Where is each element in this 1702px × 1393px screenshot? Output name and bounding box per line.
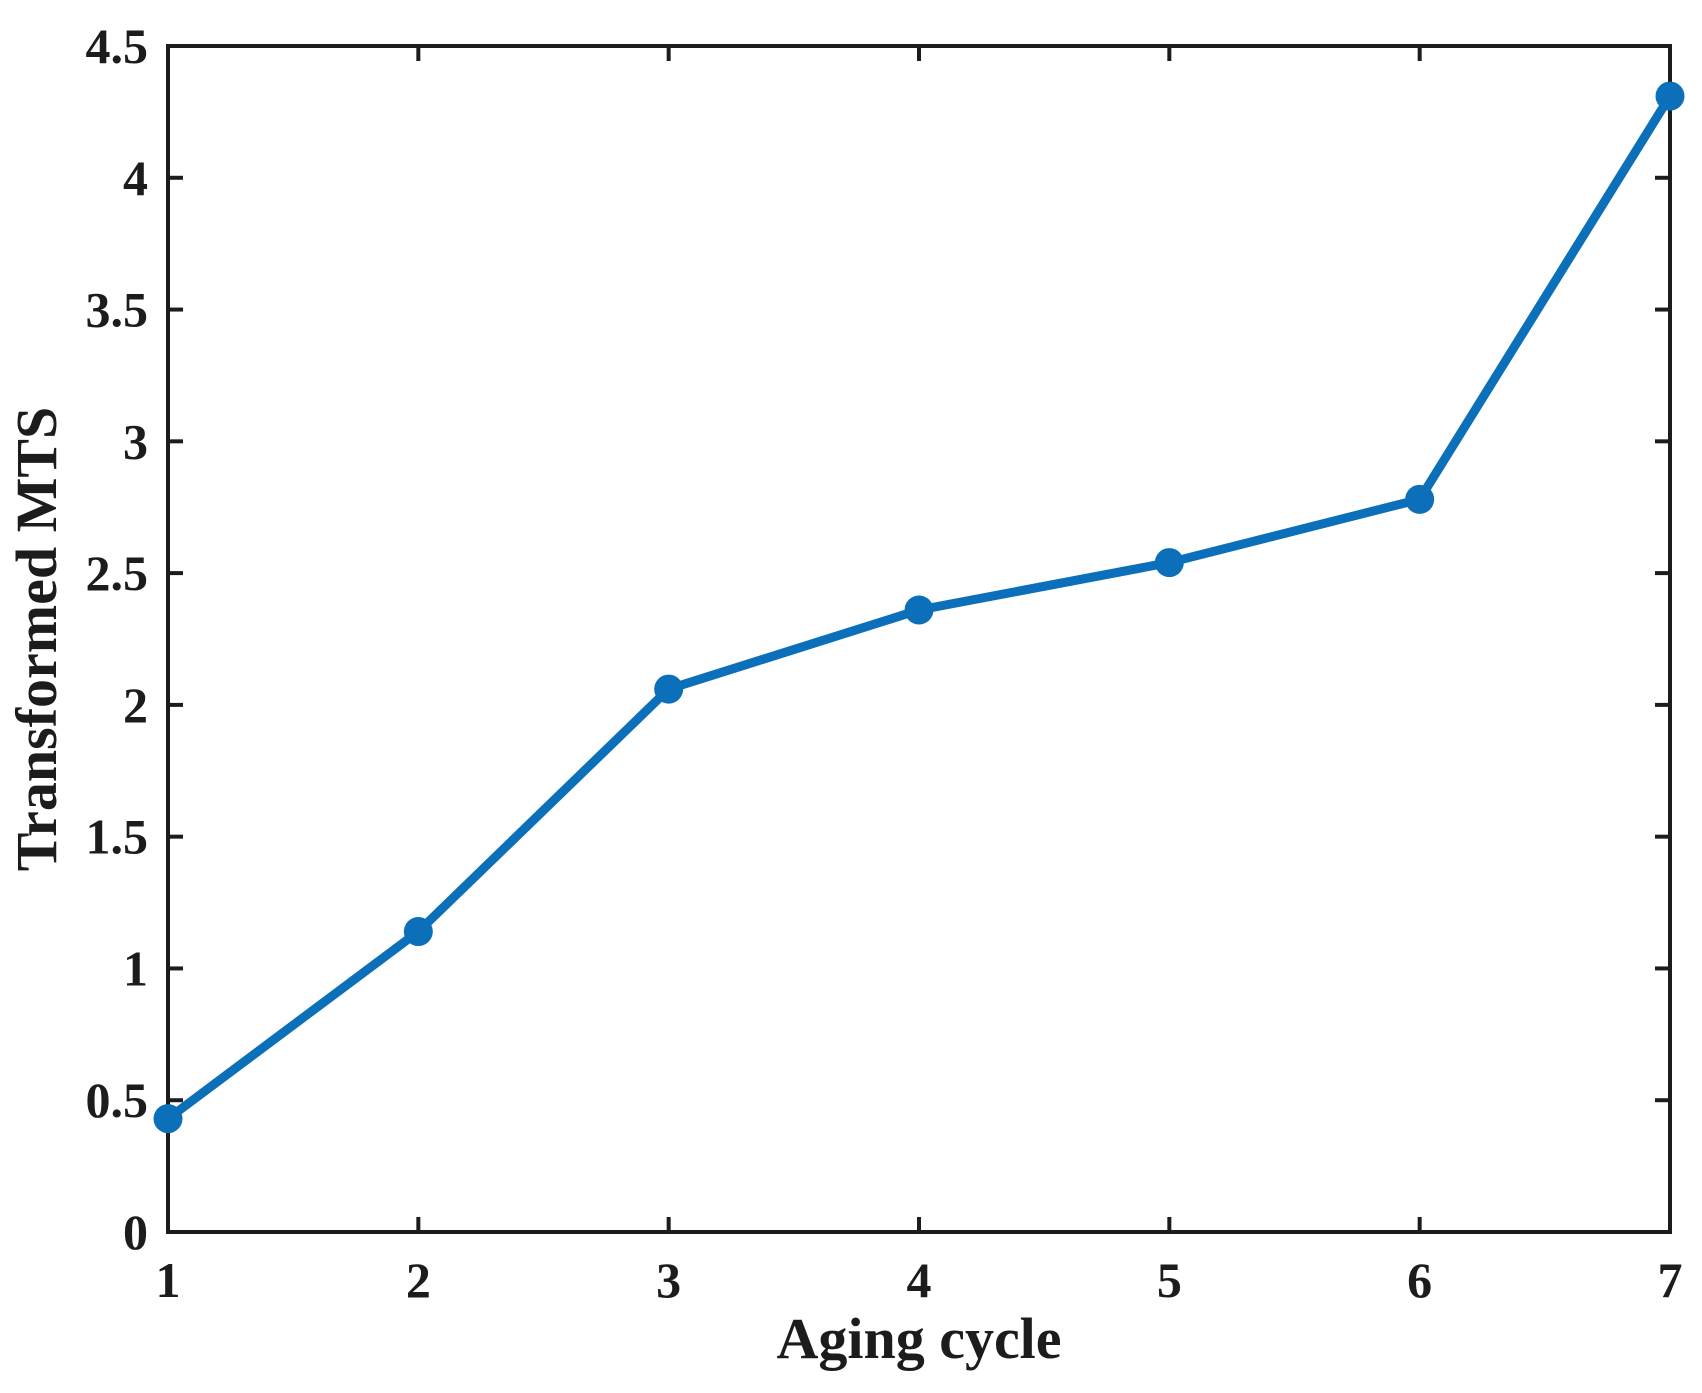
x-tick-label: 5: [1157, 1252, 1182, 1308]
x-tick-label: 3: [656, 1252, 681, 1308]
y-tick-label: 3.5: [86, 282, 149, 338]
y-tick-label: 2: [123, 677, 148, 733]
y-axis-title: Transformed MTS: [4, 407, 69, 872]
y-tick-label: 1: [123, 940, 148, 996]
y-tick-label: 3: [123, 413, 148, 469]
x-tick-label: 6: [1407, 1252, 1432, 1308]
x-tick-label: 1: [156, 1252, 181, 1308]
data-point-marker: [1405, 484, 1435, 514]
x-axis-title: Aging cycle: [776, 1306, 1061, 1371]
data-point-marker: [153, 1104, 183, 1134]
x-tick-label: 4: [907, 1252, 932, 1308]
data-point-marker: [654, 674, 684, 704]
data-point-marker: [904, 595, 934, 625]
y-tick-label: 0: [123, 1204, 148, 1260]
data-point-marker: [403, 917, 433, 947]
y-tick-label: 0.5: [86, 1072, 149, 1128]
data-point-marker: [1154, 548, 1184, 578]
x-tick-label: 7: [1658, 1252, 1683, 1308]
y-tick-label: 4.5: [86, 18, 149, 74]
data-point-marker: [1655, 81, 1685, 111]
y-tick-label: 1.5: [86, 809, 149, 865]
x-tick-label: 2: [406, 1252, 431, 1308]
y-tick-label: 2.5: [86, 545, 149, 601]
plot-frame: [166, 44, 1672, 1234]
plot-area: 1 2 3 4 5 6 7 0 0.5 1 1.5 2 2.5 3 3.5 4 4.5: [86, 18, 1685, 1308]
y-tick-label: 4: [123, 150, 148, 206]
